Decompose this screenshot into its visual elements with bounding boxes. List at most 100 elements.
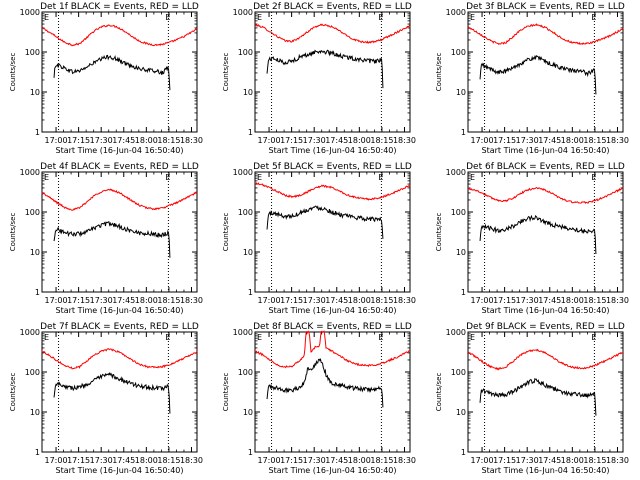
y-tick-label: 10 <box>456 88 466 97</box>
x-tick-label: 17:00 <box>471 456 494 465</box>
detector-chart-svg: Det 3f BLACK = Events, RED = LLD 1 10 100 10… <box>435 2 629 155</box>
y-tick-label: 1 <box>35 288 40 297</box>
x-axis-label: Start Time (16-Jun-04 16:50:40) <box>56 466 184 475</box>
plot-frame <box>467 171 624 293</box>
y-axis-label: Counts/sec <box>222 373 230 412</box>
marker-left-label: E <box>44 13 49 22</box>
series-line-lld <box>467 23 624 46</box>
marker-right-label: E <box>165 173 170 182</box>
panel-title: Det 9f BLACK = Events, RED = LLD <box>466 322 625 332</box>
x-tick-label: 17:15 <box>280 456 303 465</box>
x-tick-label: 18:30 <box>180 456 203 465</box>
y-axis-label: Counts/sec <box>435 53 443 92</box>
series-line-lld <box>41 188 198 211</box>
y-tick-label: 1000 <box>233 8 253 17</box>
x-tick-label: 17:15 <box>67 456 90 465</box>
x-tick-label: 18:15 <box>583 456 606 465</box>
x-tick-label: 18:00 <box>348 456 371 465</box>
x-tick-label: 17:30 <box>303 456 326 465</box>
plot-frame <box>254 11 411 133</box>
panel-title: Det 7f BLACK = Events, RED = LLD <box>40 322 199 332</box>
x-tick-label: 17:45 <box>112 456 135 465</box>
x-tick-label: 17:00 <box>45 296 68 305</box>
y-tick-label: 1000 <box>20 8 40 17</box>
panel-title: Det 4f BLACK = Events, RED = LLD <box>40 162 199 172</box>
y-tick-label: 100 <box>238 208 253 217</box>
series-line-lld <box>254 330 411 369</box>
x-tick-label: 18:15 <box>583 296 606 305</box>
x-tick-label: 18:30 <box>393 456 416 465</box>
y-tick-label: 10 <box>243 88 253 97</box>
detector-chart-svg: Det 7f BLACK = Events, RED = LLD 1 10 100 10… <box>9 322 203 475</box>
series-line-events <box>53 54 171 91</box>
marker-right-label: E <box>165 13 170 22</box>
y-tick-label: 100 <box>25 368 40 377</box>
marker-right-label: E <box>591 333 596 342</box>
marker-left-label: E <box>44 173 49 182</box>
y-tick-label: 100 <box>25 208 40 217</box>
x-tick-label: 18:00 <box>135 136 158 145</box>
y-tick-label: 1 <box>248 448 253 457</box>
x-tick-label: 17:15 <box>493 136 516 145</box>
x-tick-label: 17:15 <box>493 456 516 465</box>
marker-left-label: E <box>44 333 49 342</box>
marker-left-label: E <box>257 333 262 342</box>
x-tick-label: 18:30 <box>180 296 203 305</box>
y-tick-label: 1 <box>248 288 253 297</box>
marker-right-label: E <box>591 173 596 182</box>
x-tick-label: 17:30 <box>303 296 326 305</box>
detector-panel-6: Det 6f BLACK = Events, RED = LLD 1 10 100 10… <box>426 160 639 320</box>
x-tick-label: 17:30 <box>90 456 113 465</box>
x-tick-label: 18:30 <box>606 136 629 145</box>
y-tick-label: 1 <box>461 448 466 457</box>
detector-panel-7: Det 7f BLACK = Events, RED = LLD 1 10 100 10… <box>0 320 213 480</box>
x-tick-label: 18:00 <box>135 296 158 305</box>
x-axis-label: Start Time (16-Jun-04 16:50:40) <box>269 306 397 315</box>
x-tick-label: 17:15 <box>280 296 303 305</box>
x-tick-label: 18:00 <box>561 456 584 465</box>
marker-right-label: E <box>378 333 383 342</box>
y-tick-label: 1000 <box>20 168 40 177</box>
y-tick-label: 100 <box>451 208 466 217</box>
y-tick-label: 100 <box>25 48 40 57</box>
y-axis-label: Counts/sec <box>9 53 17 92</box>
y-tick-label: 1000 <box>233 328 253 337</box>
x-axis-label: Start Time (16-Jun-04 16:50:40) <box>482 306 610 315</box>
series-line-lld <box>467 348 624 371</box>
x-tick-label: 17:30 <box>90 136 113 145</box>
x-tick-label: 17:00 <box>471 296 494 305</box>
marker-left-label: E <box>257 13 262 22</box>
x-tick-label: 18:30 <box>393 136 416 145</box>
y-tick-label: 1 <box>461 288 466 297</box>
x-tick-label: 18:30 <box>606 296 629 305</box>
detector-panel-2: Det 2f BLACK = Events, RED = LLD 1 10 100 10… <box>213 0 426 160</box>
detector-chart-svg: Det 4f BLACK = Events, RED = LLD 1 10 100 10… <box>9 162 203 315</box>
x-tick-label: 17:00 <box>45 456 68 465</box>
panel-title: Det 5f BLACK = Events, RED = LLD <box>253 162 412 172</box>
y-axis-label: Counts/sec <box>435 373 443 412</box>
series-line-lld <box>41 24 198 47</box>
marker-right-label: E <box>591 13 596 22</box>
y-tick-label: 1 <box>248 128 253 137</box>
plot-frame <box>41 171 198 293</box>
x-tick-label: 17:00 <box>258 296 281 305</box>
plot-frame <box>254 171 411 293</box>
x-tick-label: 17:15 <box>493 296 516 305</box>
y-axis-label: Counts/sec <box>9 373 17 412</box>
marker-left-label: E <box>470 333 475 342</box>
series-line-events <box>479 54 597 95</box>
detector-panel-3: Det 3f BLACK = Events, RED = LLD 1 10 100 10… <box>426 0 639 160</box>
marker-right-label: E <box>378 13 383 22</box>
marker-left-label: E <box>470 13 475 22</box>
panel-title: Det 8f BLACK = Events, RED = LLD <box>253 322 412 332</box>
x-tick-label: 17:30 <box>303 136 326 145</box>
detector-chart-svg: Det 2f BLACK = Events, RED = LLD 1 10 100 10… <box>222 2 416 155</box>
y-tick-label: 10 <box>456 248 466 257</box>
x-tick-label: 18:00 <box>348 136 371 145</box>
x-tick-label: 18:15 <box>157 456 180 465</box>
series-line-events <box>266 49 384 89</box>
y-tick-label: 10 <box>456 408 466 417</box>
panel-title: Det 3f BLACK = Events, RED = LLD <box>466 2 625 12</box>
series-line-events <box>479 377 597 416</box>
